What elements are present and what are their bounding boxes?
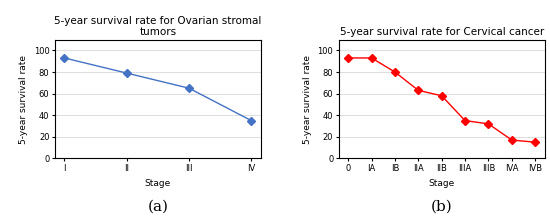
Title: 5-year survival rate for Ovarian stromal
tumors: 5-year survival rate for Ovarian stromal… xyxy=(54,16,261,37)
Title: 5-year survival rate for Cervical cancer: 5-year survival rate for Cervical cancer xyxy=(339,28,544,37)
Text: (a): (a) xyxy=(147,200,168,214)
X-axis label: Stage: Stage xyxy=(428,178,455,187)
X-axis label: Stage: Stage xyxy=(145,178,171,187)
Y-axis label: 5-year survival rate: 5-year survival rate xyxy=(19,55,28,143)
Y-axis label: 5-year survival rate: 5-year survival rate xyxy=(303,55,312,143)
Text: (b): (b) xyxy=(431,200,453,214)
